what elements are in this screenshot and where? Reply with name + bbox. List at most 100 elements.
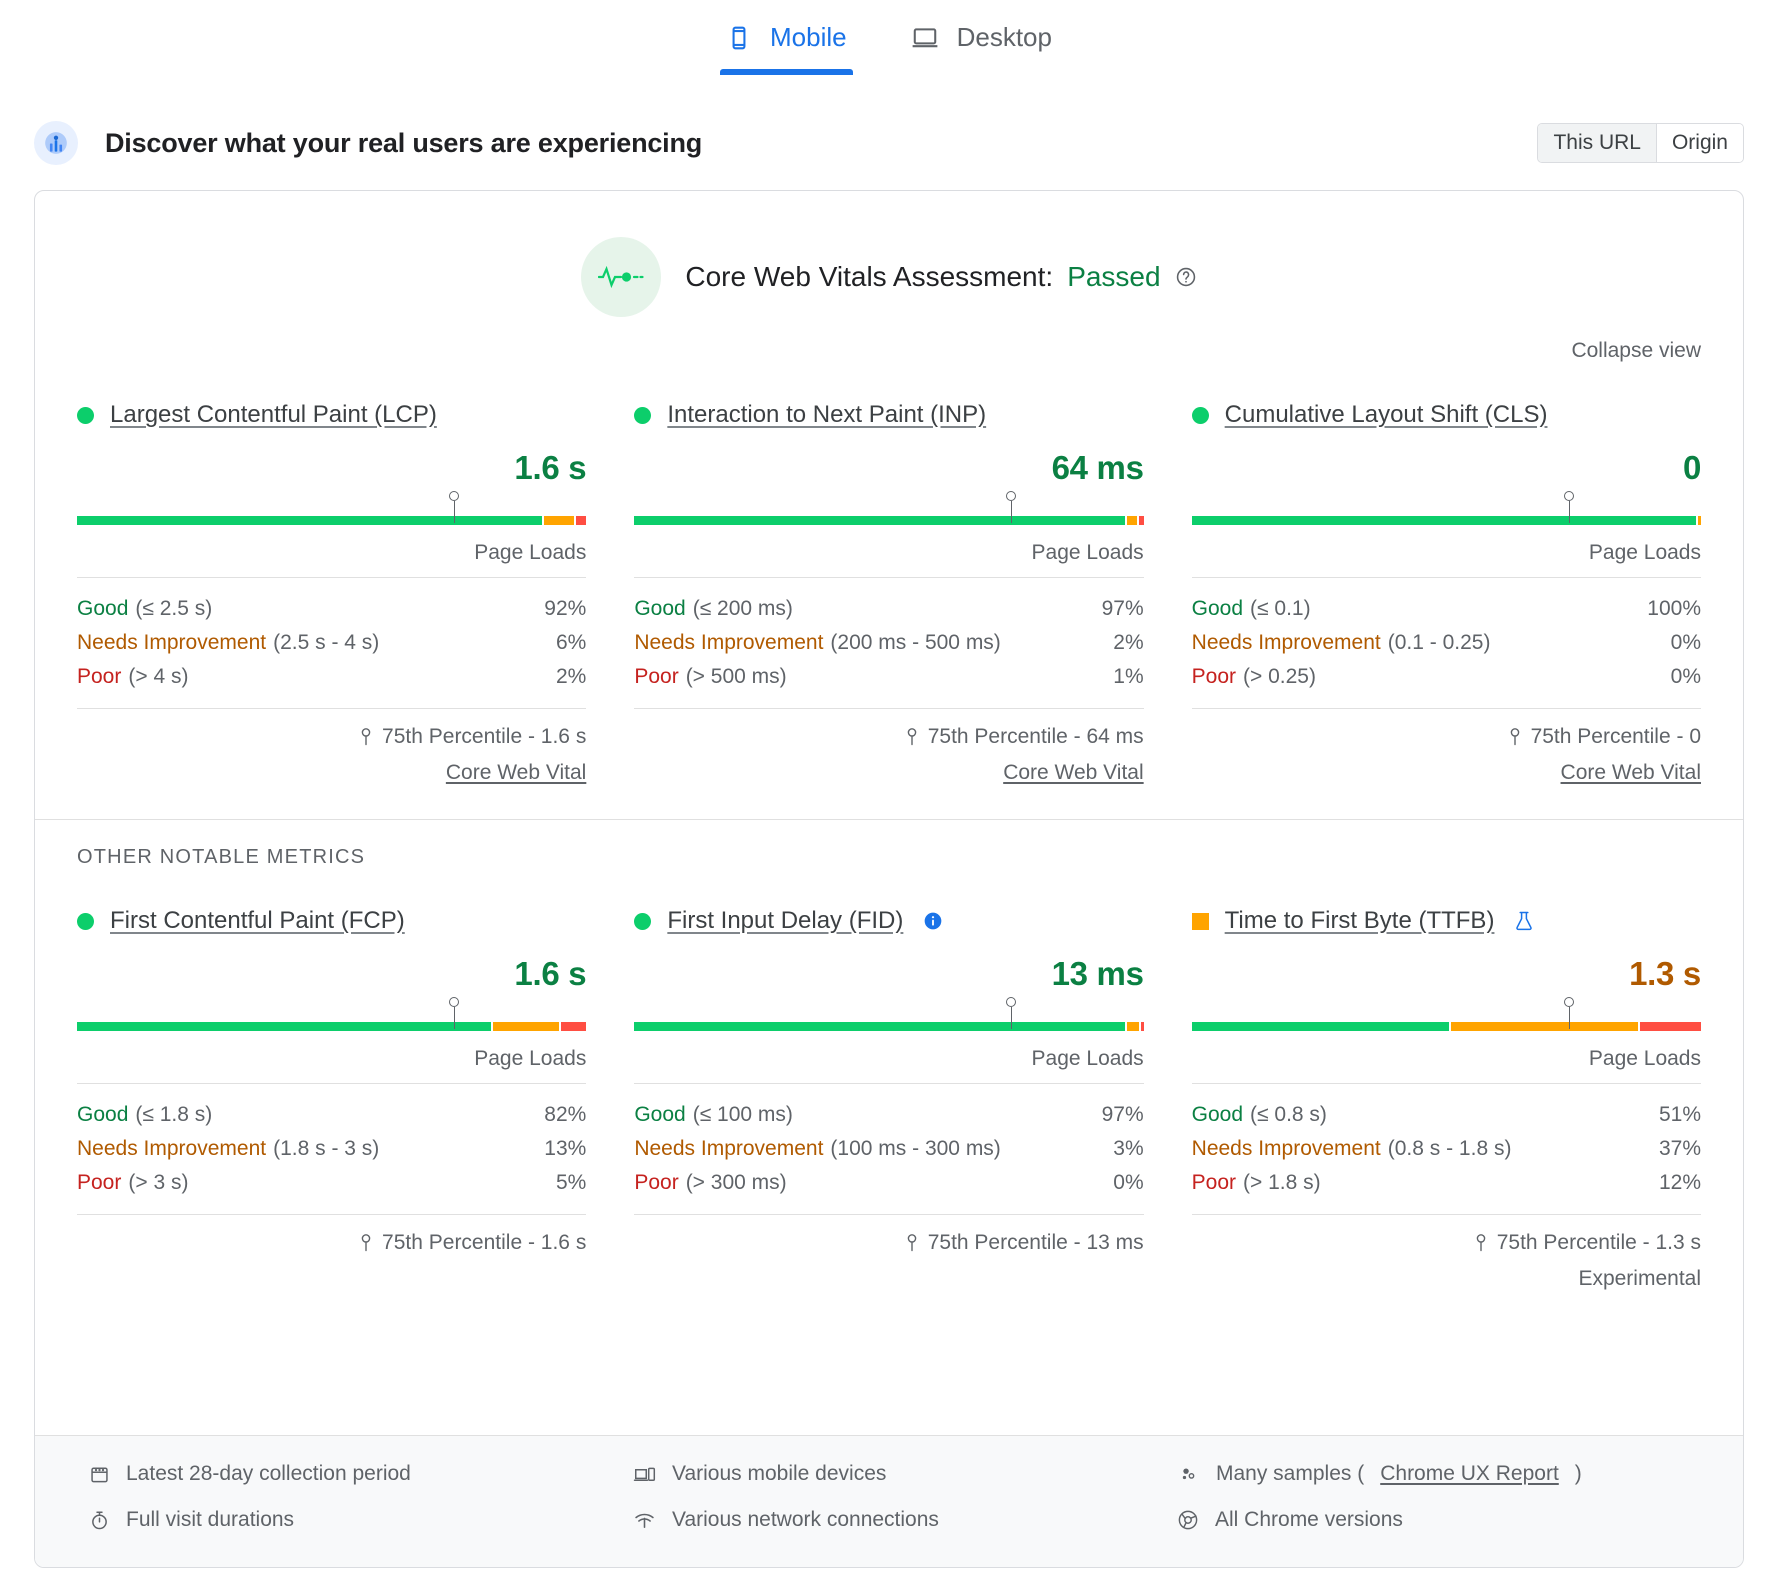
metric-inp-percentile: 75th Percentile - 64 ms xyxy=(634,708,1144,749)
info-icon[interactable] xyxy=(923,911,943,931)
metric-cls-value: 0 xyxy=(1682,449,1701,486)
metric-inp-cwv-link[interactable]: Core Web Vital xyxy=(1003,761,1144,784)
pulse-icon xyxy=(581,237,662,317)
scope-origin-button[interactable]: Origin xyxy=(1655,124,1743,162)
percentile-pin-icon xyxy=(907,728,917,746)
metric-inp-name[interactable]: Interaction to Next Paint (INP) xyxy=(667,401,987,428)
mobile-icon xyxy=(726,25,752,51)
distribution-row: Poor (> 500 ms) 1% xyxy=(634,665,1144,688)
metric-fid-pageloads-label: Page Loads xyxy=(1031,1047,1144,1070)
metric-inp-header: Interaction to Next Paint (INP) xyxy=(634,395,1143,435)
cwv-assessment: Core Web Vitals Assessment: Passed xyxy=(35,191,1743,317)
metric-cls-name[interactable]: Cumulative Layout Shift (CLS) xyxy=(1224,401,1548,428)
metric-ttfb-experimental-note: Experimental xyxy=(1578,1267,1701,1290)
metric-ttfb-percentile: 75th Percentile - 1.3 s xyxy=(1191,1214,1701,1255)
metric-fcp-bar xyxy=(77,997,587,1033)
distribution-row: Needs Improvement (0.1 - 0.25) 0% xyxy=(1191,631,1701,654)
tab-desktop-label: Desktop xyxy=(956,22,1052,52)
chrome-ux-report-link[interactable]: Chrome UX Report xyxy=(1380,1462,1559,1485)
distribution-row: Good (≤ 0.1) 100% xyxy=(1191,597,1701,620)
distribution-row: Needs Improvement (1.8 s - 3 s) 13% xyxy=(77,1137,587,1160)
metric-ttfb-bar xyxy=(1191,997,1701,1033)
percentile-pin-icon xyxy=(361,1234,371,1252)
metric-inp-bar xyxy=(634,491,1144,527)
field-data-icon xyxy=(34,121,78,165)
metric-fid-bar xyxy=(634,997,1144,1033)
distribution-row: Good (≤ 2.5 s) 92% xyxy=(77,597,587,620)
samples-icon xyxy=(1182,1467,1195,1479)
metric-fcp-header: First Contentful Paint (FCP) xyxy=(77,901,586,941)
distribution-row: Poor (> 0.25) 0% xyxy=(1191,665,1701,688)
metric-inp-value: 64 ms xyxy=(1051,449,1144,486)
distribution-row: Poor (> 1.8 s) 12% xyxy=(1191,1171,1701,1194)
distribution-row: Good (≤ 200 ms) 97% xyxy=(634,597,1144,620)
footer-item-chrome-versions: All Chrome versions xyxy=(1177,1508,1701,1532)
metric-fcp-pageloads-label: Page Loads xyxy=(474,1047,587,1070)
metric-ttfb-header: Time to First Byte (TTFB) xyxy=(1191,901,1701,941)
metric-fid-header: First Input Delay (FID) xyxy=(634,901,1143,941)
metric-cls-cwv-link[interactable]: Core Web Vital xyxy=(1560,761,1701,784)
metric-cls-pageloads-label: Page Loads xyxy=(1588,541,1701,564)
stopwatch-icon xyxy=(92,1511,107,1529)
tab-mobile-label: Mobile xyxy=(770,22,847,52)
distribution-row: Poor (> 4 s) 2% xyxy=(77,665,587,688)
cwv-assessment-verdict: Passed xyxy=(1067,261,1161,292)
flask-icon[interactable] xyxy=(1514,910,1534,932)
help-circle-icon[interactable] xyxy=(1175,266,1197,288)
collection-metadata-footer: Latest 28-day collection period Full vis… xyxy=(35,1435,1743,1567)
samples-text-after: ) xyxy=(1574,1462,1582,1485)
collapse-view-button[interactable]: Collapse view xyxy=(1571,339,1701,362)
scope-this-url-button[interactable]: This URL xyxy=(1538,124,1656,162)
metric-fid-distribution: Good (≤ 100 ms) 97% Needs Improvement (100 … xyxy=(634,1083,1144,1200)
distribution-row: Needs Improvement (100 ms - 300 ms) 3% xyxy=(634,1137,1144,1160)
footer-column-1: Latest 28-day collection period Full vis… xyxy=(89,1462,613,1541)
page-title: Discover what your real users are experi… xyxy=(105,127,703,158)
metric-fcp-name[interactable]: First Contentful Paint (FCP) xyxy=(110,907,405,934)
distribution-row: Needs Improvement (200 ms - 500 ms) 2% xyxy=(634,631,1144,654)
chrome-icon xyxy=(1178,1510,1198,1530)
metric-inp: Interaction to Next Paint (INP) 64 ms Pa… xyxy=(634,381,1144,785)
percentile-pin-icon xyxy=(1476,1234,1486,1252)
other-metrics-label: Other Notable Metrics xyxy=(77,846,366,868)
distribution-row: Good (≤ 1.8 s) 82% xyxy=(77,1103,587,1126)
metric-lcp-bar xyxy=(77,491,587,527)
footer-item-network: Various network connections xyxy=(633,1508,1157,1532)
tab-mobile[interactable]: Mobile xyxy=(716,16,857,75)
metric-lcp-cwv-link[interactable]: Core Web Vital xyxy=(445,761,587,784)
metric-fid: First Input Delay (FID) 13 ms xyxy=(634,887,1144,1291)
core-web-vitals-grid: Largest Contentful Paint (LCP) 1.6 s Pag… xyxy=(35,363,1743,785)
distribution-row: Poor (> 300 ms) 0% xyxy=(634,1171,1144,1194)
cwv-assessment-label: Core Web Vitals Assessment: xyxy=(685,261,1054,292)
metric-lcp-header: Largest Contentful Paint (LCP) xyxy=(77,395,586,435)
metric-fid-name[interactable]: First Input Delay (FID) xyxy=(667,907,904,934)
metric-ttfb-pageloads-label: Page Loads xyxy=(1588,1047,1701,1070)
footer-item-samples: Many samples ( Chrome UX Report) xyxy=(1177,1462,1701,1486)
metric-cls: Cumulative Layout Shift (CLS) 0 Page Loa… xyxy=(1191,381,1701,785)
metric-lcp-pageloads-label: Page Loads xyxy=(474,541,587,564)
metric-fid-value: 13 ms xyxy=(1051,955,1144,992)
metric-cls-header: Cumulative Layout Shift (CLS) xyxy=(1191,395,1701,435)
field-data-header: Discover what your real users are experi… xyxy=(0,96,1778,172)
metric-ttfb-name[interactable]: Time to First Byte (TTFB) xyxy=(1224,907,1495,934)
metric-inp-distribution: Good (≤ 200 ms) 97% Needs Improvement (200 … xyxy=(634,577,1144,694)
device-tabs: Mobile Desktop xyxy=(0,0,1778,96)
samples-text: Many samples ( xyxy=(1216,1462,1365,1485)
status-dot-good-icon xyxy=(77,912,94,930)
cwv-assessment-text: Core Web Vitals Assessment: Passed xyxy=(685,261,1196,293)
percentile-pin-icon xyxy=(907,1234,917,1252)
metric-lcp-name[interactable]: Largest Contentful Paint (LCP) xyxy=(110,401,437,428)
metric-fcp-distribution: Good (≤ 1.8 s) 82% Needs Improvement (1.8 s… xyxy=(77,1083,587,1200)
metric-fcp-value: 1.6 s xyxy=(514,955,587,992)
metric-fcp: First Contentful Paint (FCP) 1.6 s Page … xyxy=(77,887,587,1291)
status-square-needs-improvement-icon xyxy=(1191,912,1209,930)
desktop-icon xyxy=(911,25,939,51)
tab-desktop[interactable]: Desktop xyxy=(901,16,1062,75)
percentile-pin-icon xyxy=(1510,728,1519,746)
devices-icon xyxy=(633,1467,656,1481)
percentile-pin-icon xyxy=(361,728,371,746)
metric-ttfb-distribution: Good (≤ 0.8 s) 51% Needs Improvement (0.8 s… xyxy=(1191,1083,1701,1200)
metric-ttfb-value: 1.3 s xyxy=(1629,955,1701,992)
network-icon xyxy=(635,1513,654,1528)
metric-cls-distribution: Good (≤ 0.1) 100% Needs Improvement (0.1 - … xyxy=(1191,577,1701,694)
scope-toggle: This URL Origin xyxy=(1537,123,1744,163)
